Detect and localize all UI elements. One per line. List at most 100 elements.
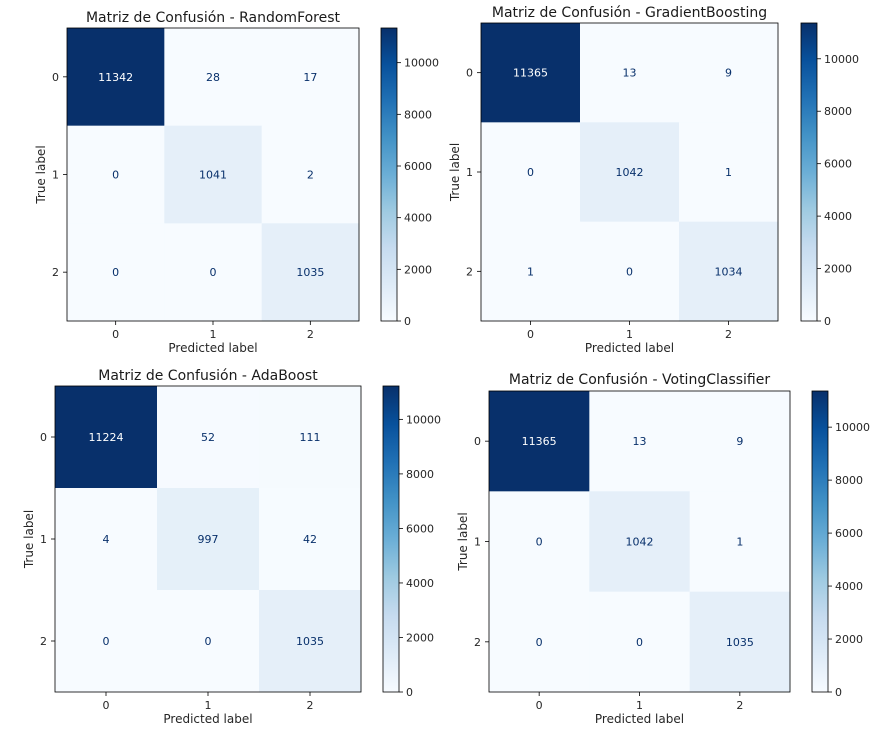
colorbar-tick-label: 8000 xyxy=(824,105,852,118)
heatmap-cell xyxy=(55,386,158,489)
heatmap-cell xyxy=(261,223,360,322)
cell-value-label: 42 xyxy=(303,533,317,546)
colorbar-tick-label: 0 xyxy=(404,315,411,328)
cell-value-label: 11365 xyxy=(513,67,548,80)
cell-value-label: 1041 xyxy=(199,169,227,182)
colorbar-tick-label: 2000 xyxy=(404,263,432,276)
y-tick-label: 1 xyxy=(474,536,481,549)
heatmap-cell xyxy=(259,488,362,591)
heatmap-cell xyxy=(689,391,791,492)
colorbar-tick-label: 0 xyxy=(835,686,842,699)
cell-value-label: 1035 xyxy=(296,266,324,279)
cell-value-label: 2 xyxy=(307,169,314,182)
heatmap-cell xyxy=(164,223,263,322)
cell-value-label: 1 xyxy=(725,166,732,179)
y-axis-label: True label xyxy=(456,512,470,571)
colorbar-tick-label: 6000 xyxy=(404,160,432,173)
cell-value-label: 111 xyxy=(300,431,321,444)
cell-value-label: 9 xyxy=(736,435,743,448)
heatmap-cell xyxy=(55,590,158,693)
colorbar-tick-label: 4000 xyxy=(824,210,852,223)
confusion-matrix-panel: Matriz de Confusión - GradientBoosting11… xyxy=(448,5,859,355)
heatmap-cell xyxy=(164,125,263,224)
cell-value-label: 13 xyxy=(623,67,637,80)
heatmap-cell xyxy=(164,28,263,127)
y-axis-label: True label xyxy=(22,510,36,569)
heatmap-cell xyxy=(489,491,590,593)
confusion-matrix-panel: Matriz de Confusión - RandomForest 11342 2… xyxy=(34,10,439,355)
colorbar-tick-label: 2000 xyxy=(406,631,434,644)
heatmap-cell xyxy=(589,391,691,492)
colorbar-tick-label: 10000 xyxy=(824,53,859,66)
chart-title: Matriz de Confusión - GradientBoosting xyxy=(492,5,767,21)
cell-value-label: 0 xyxy=(205,635,212,648)
heatmap-cell xyxy=(481,23,581,123)
cell-value-label: 52 xyxy=(201,431,215,444)
cell-value-label: 0 xyxy=(527,166,534,179)
y-tick-label: 1 xyxy=(52,169,59,182)
colorbar-tick-label: 0 xyxy=(824,315,831,328)
heatmap-cell xyxy=(67,125,165,224)
colorbar xyxy=(382,385,400,693)
chart-title: Matriz de Confusión - AdaBoost xyxy=(98,368,318,384)
colorbar-tick-label: 2000 xyxy=(824,263,852,276)
heatmap-cell xyxy=(580,23,680,123)
heatmap-cell xyxy=(261,28,360,127)
heatmap-cell xyxy=(589,491,691,593)
cell-value-label: 1 xyxy=(527,265,534,278)
cell-value-label: 11342 xyxy=(98,71,133,84)
heatmap-cell xyxy=(261,125,360,224)
chart-title: Matriz de Confusión - RandomForest xyxy=(86,10,341,26)
x-tick-label: 1 xyxy=(636,699,643,712)
colorbar-tick-label: 10000 xyxy=(404,57,439,70)
x-tick-label: 0 xyxy=(103,699,110,712)
y-tick-label: 0 xyxy=(474,435,481,448)
x-tick-label: 0 xyxy=(527,328,534,341)
heatmap-cell xyxy=(55,488,158,591)
confusion-matrix-panel: Matriz de Confusión - VotingClassifier 1 1… xyxy=(456,372,870,726)
x-axis-label: Predicted label xyxy=(168,341,257,355)
x-tick-label: 2 xyxy=(307,328,314,341)
colorbar-tick-label: 0 xyxy=(406,686,413,699)
cell-value-label: 1035 xyxy=(726,636,754,649)
heatmap-cell xyxy=(67,28,165,127)
cell-value-label: 4 xyxy=(103,533,110,546)
x-tick-label: 2 xyxy=(725,328,732,341)
cell-value-label: 1034 xyxy=(715,265,743,278)
colorbar-tick-label: 8000 xyxy=(835,474,863,487)
heatmap-cell xyxy=(481,221,581,322)
colorbar xyxy=(380,27,398,322)
cell-value-label: 0 xyxy=(626,265,633,278)
cell-value-label: 0 xyxy=(103,635,110,648)
y-tick-label: 2 xyxy=(40,635,47,648)
x-tick-label: 0 xyxy=(112,328,119,341)
y-axis-label: True label xyxy=(448,143,462,202)
y-tick-label: 2 xyxy=(52,266,59,279)
cell-value-label: 0 xyxy=(210,266,217,279)
heatmap-cell xyxy=(580,221,680,322)
heatmap-cell xyxy=(679,23,779,123)
heatmap-cell xyxy=(481,122,581,223)
heatmap-cell xyxy=(67,223,165,322)
x-tick-label: 0 xyxy=(536,699,543,712)
heatmap-cell xyxy=(259,386,362,489)
cell-value-label: 17 xyxy=(303,71,317,84)
cell-value-label: 997 xyxy=(198,533,219,546)
colorbar-tick-label: 4000 xyxy=(835,580,863,593)
cell-value-label: 1 xyxy=(736,536,743,549)
cell-value-label: 1042 xyxy=(616,166,644,179)
heatmap-cell xyxy=(689,591,791,693)
colorbar xyxy=(811,390,829,693)
cell-value-label: 0 xyxy=(536,536,543,549)
y-tick-label: 0 xyxy=(466,67,473,80)
x-tick-label: 2 xyxy=(307,699,314,712)
chart-title: Matriz de Confusión - VotingClassifier xyxy=(509,372,770,388)
colorbar-tick-label: 6000 xyxy=(824,158,852,171)
colorbar-tick-label: 4000 xyxy=(406,577,434,590)
heatmap-cell xyxy=(589,591,691,693)
cell-value-label: 0 xyxy=(536,636,543,649)
heatmap-cell xyxy=(259,590,362,693)
x-axis-label: Predicted label xyxy=(585,341,674,355)
cell-value-label: 0 xyxy=(636,636,643,649)
